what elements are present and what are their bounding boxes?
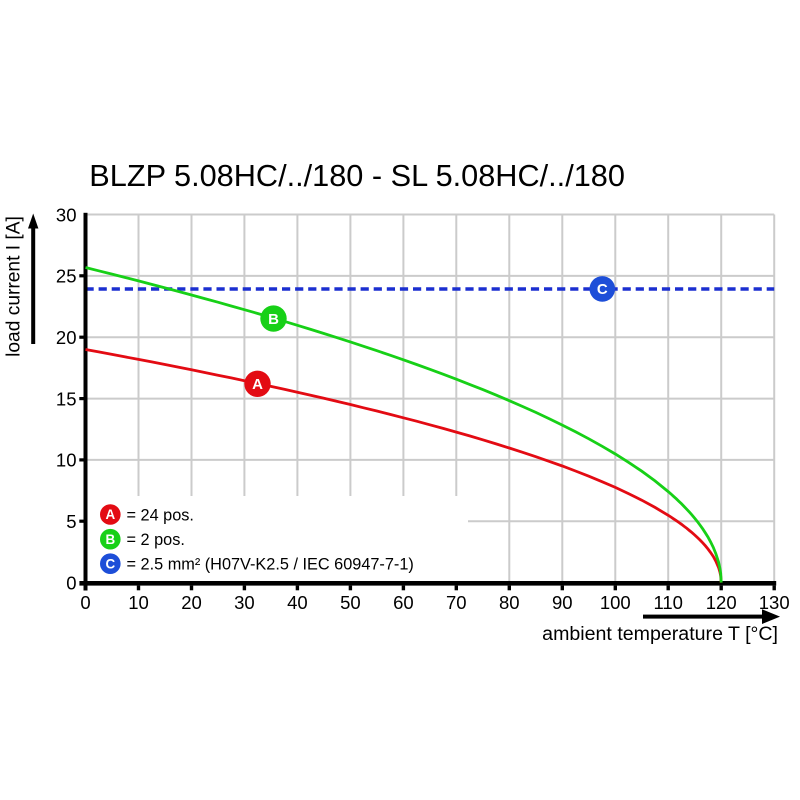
svg-text:50: 50 xyxy=(340,592,361,613)
svg-text:0: 0 xyxy=(66,572,76,593)
svg-text:15: 15 xyxy=(56,388,77,409)
svg-text:= 24 pos.: = 24 pos. xyxy=(127,506,194,524)
svg-text:20: 20 xyxy=(56,327,77,348)
svg-text:70: 70 xyxy=(446,592,467,613)
svg-text:80: 80 xyxy=(499,592,520,613)
svg-text:ambient temperature T [°C]: ambient temperature T [°C] xyxy=(542,623,778,645)
svg-text:90: 90 xyxy=(552,592,573,613)
svg-text:A: A xyxy=(252,376,263,393)
svg-text:110: 110 xyxy=(653,592,683,613)
svg-text:100: 100 xyxy=(600,592,631,613)
svg-text:B: B xyxy=(268,311,279,328)
svg-text:C: C xyxy=(597,281,608,298)
svg-text:30: 30 xyxy=(234,592,255,613)
svg-text:40: 40 xyxy=(287,592,308,613)
svg-text:B: B xyxy=(105,532,115,547)
svg-text:C: C xyxy=(105,556,115,571)
svg-text:20: 20 xyxy=(181,592,202,613)
svg-text:= 2.5 mm² (H07V-K2.5 / IEC 609: = 2.5 mm² (H07V-K2.5 / IEC 60947-7-1) xyxy=(127,556,414,574)
svg-text:5: 5 xyxy=(66,511,76,532)
svg-text:30: 30 xyxy=(56,204,77,225)
svg-text:60: 60 xyxy=(393,592,414,613)
svg-text:25: 25 xyxy=(56,266,77,287)
svg-text:0: 0 xyxy=(80,592,90,613)
svg-text:load current I [A]: load current I [A] xyxy=(4,216,25,357)
svg-text:= 2 pos.: = 2 pos. xyxy=(127,531,185,549)
svg-text:10: 10 xyxy=(128,592,149,613)
svg-text:10: 10 xyxy=(56,450,77,471)
svg-text:130: 130 xyxy=(759,592,790,613)
svg-text:BLZP 5.08HC/../180 - SL 5.08HC: BLZP 5.08HC/../180 - SL 5.08HC/../180 xyxy=(89,158,625,193)
svg-text:120: 120 xyxy=(706,592,737,613)
svg-text:A: A xyxy=(105,507,115,522)
